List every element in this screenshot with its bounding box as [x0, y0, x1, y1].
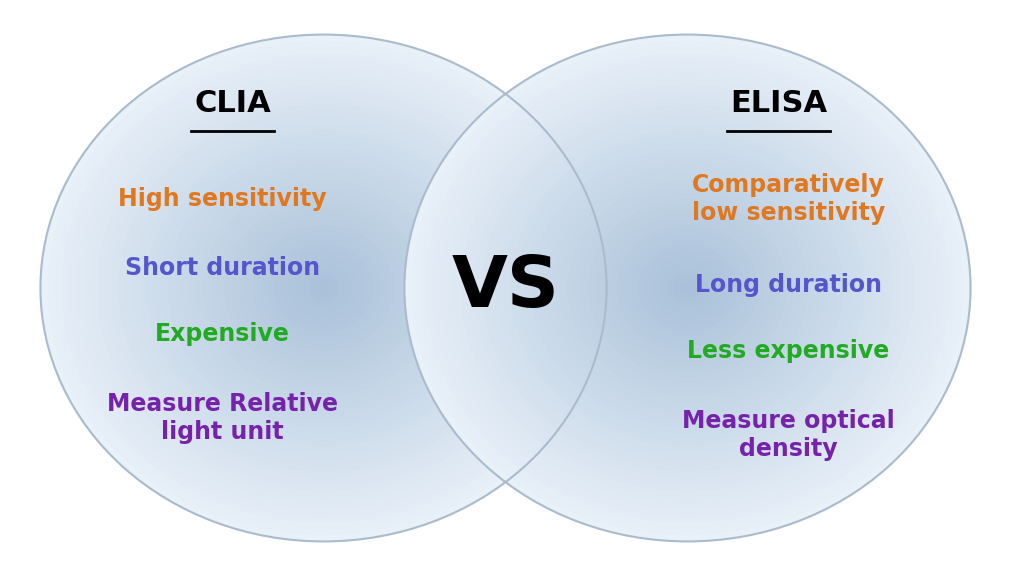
- Ellipse shape: [125, 111, 522, 465]
- Ellipse shape: [90, 79, 557, 497]
- Ellipse shape: [645, 250, 730, 326]
- Text: Long duration: Long duration: [696, 273, 882, 297]
- Ellipse shape: [224, 199, 423, 377]
- Ellipse shape: [147, 130, 500, 446]
- Ellipse shape: [232, 206, 416, 370]
- Text: VS: VS: [452, 253, 559, 323]
- Ellipse shape: [309, 275, 338, 301]
- Ellipse shape: [175, 155, 472, 421]
- Ellipse shape: [48, 41, 600, 535]
- Ellipse shape: [111, 98, 536, 478]
- Ellipse shape: [525, 142, 850, 434]
- Ellipse shape: [666, 269, 709, 307]
- Ellipse shape: [532, 149, 843, 427]
- Ellipse shape: [62, 54, 585, 522]
- Ellipse shape: [189, 168, 458, 408]
- Ellipse shape: [419, 47, 956, 529]
- Ellipse shape: [539, 155, 836, 421]
- Ellipse shape: [595, 206, 779, 370]
- Ellipse shape: [69, 60, 578, 516]
- Ellipse shape: [588, 199, 787, 377]
- Ellipse shape: [404, 35, 971, 541]
- Ellipse shape: [302, 269, 345, 307]
- Text: ELISA: ELISA: [730, 89, 827, 118]
- Ellipse shape: [673, 275, 702, 301]
- Ellipse shape: [253, 225, 394, 351]
- Ellipse shape: [196, 174, 451, 402]
- Text: Comparatively
low sensitivity: Comparatively low sensitivity: [692, 173, 886, 225]
- Ellipse shape: [567, 180, 808, 396]
- Ellipse shape: [610, 218, 765, 358]
- Ellipse shape: [260, 231, 387, 345]
- Ellipse shape: [104, 92, 543, 484]
- Ellipse shape: [426, 54, 949, 522]
- Ellipse shape: [680, 282, 695, 294]
- Ellipse shape: [168, 149, 479, 427]
- Ellipse shape: [217, 193, 430, 383]
- Ellipse shape: [433, 60, 942, 516]
- Ellipse shape: [239, 212, 408, 364]
- Text: High sensitivity: High sensitivity: [118, 187, 327, 211]
- Ellipse shape: [267, 237, 380, 339]
- Ellipse shape: [503, 123, 871, 453]
- Ellipse shape: [617, 225, 758, 351]
- Ellipse shape: [161, 142, 486, 434]
- Ellipse shape: [440, 66, 935, 510]
- Ellipse shape: [83, 73, 564, 503]
- Text: CLIA: CLIA: [194, 89, 271, 118]
- Ellipse shape: [461, 85, 914, 491]
- Ellipse shape: [118, 104, 529, 472]
- Ellipse shape: [203, 180, 444, 396]
- Ellipse shape: [574, 187, 801, 389]
- Text: Measure Relative
light unit: Measure Relative light unit: [107, 392, 338, 444]
- Ellipse shape: [140, 123, 508, 453]
- Ellipse shape: [581, 193, 794, 383]
- Ellipse shape: [518, 136, 857, 440]
- Ellipse shape: [274, 244, 373, 332]
- Ellipse shape: [546, 161, 829, 415]
- Ellipse shape: [316, 282, 331, 294]
- Ellipse shape: [652, 256, 723, 320]
- Ellipse shape: [288, 256, 359, 320]
- Ellipse shape: [553, 168, 822, 408]
- Ellipse shape: [454, 79, 921, 497]
- Ellipse shape: [154, 136, 493, 440]
- Ellipse shape: [447, 73, 928, 503]
- Ellipse shape: [631, 237, 744, 339]
- Ellipse shape: [295, 263, 352, 313]
- Ellipse shape: [482, 104, 893, 472]
- Ellipse shape: [281, 250, 366, 326]
- Ellipse shape: [182, 161, 465, 415]
- Ellipse shape: [638, 244, 737, 332]
- Ellipse shape: [246, 218, 401, 358]
- Ellipse shape: [489, 111, 886, 465]
- Ellipse shape: [55, 47, 592, 529]
- Ellipse shape: [40, 35, 607, 541]
- Ellipse shape: [468, 92, 907, 484]
- Ellipse shape: [603, 212, 772, 364]
- Text: Measure optical
density: Measure optical density: [682, 409, 895, 461]
- Ellipse shape: [624, 231, 751, 345]
- Ellipse shape: [475, 98, 900, 478]
- Ellipse shape: [210, 187, 437, 389]
- Text: Less expensive: Less expensive: [687, 339, 890, 363]
- Ellipse shape: [76, 66, 571, 510]
- Ellipse shape: [511, 130, 864, 446]
- Ellipse shape: [659, 263, 716, 313]
- Text: Short duration: Short duration: [124, 256, 320, 280]
- Text: Expensive: Expensive: [155, 322, 290, 346]
- Ellipse shape: [411, 41, 963, 535]
- Ellipse shape: [560, 174, 815, 402]
- Ellipse shape: [97, 85, 550, 491]
- Ellipse shape: [132, 117, 515, 459]
- Ellipse shape: [496, 117, 879, 459]
